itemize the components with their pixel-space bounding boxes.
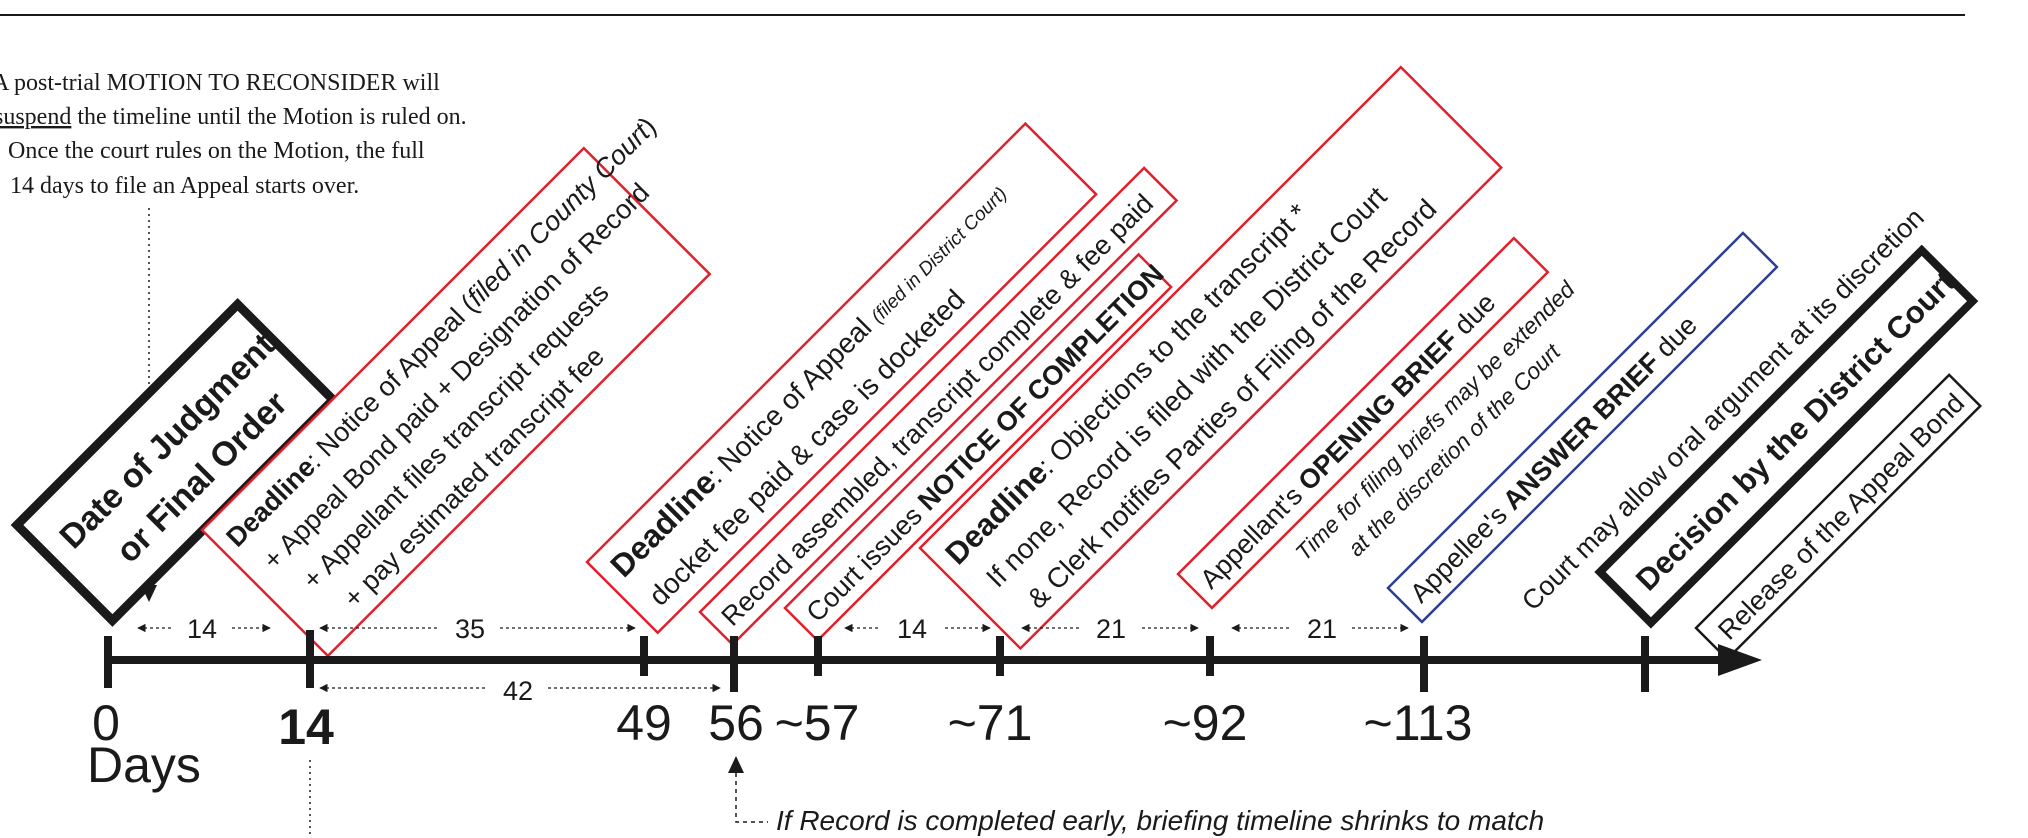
note-line-1: A post-trial MOTION TO RECONSIDER will: [0, 70, 440, 96]
interval-0-14: 14: [187, 614, 217, 644]
interval-14-49: 35: [455, 614, 485, 644]
timeline-ticks: [104, 630, 1649, 692]
footnote-arrowhead: [728, 756, 744, 773]
footnote-text: If Record is completed early, briefing t…: [776, 805, 1544, 836]
tick-label-92: ~92: [1163, 695, 1248, 751]
tick-label-49: 49: [616, 695, 672, 751]
note-line-3: Once the court rules on the Motion, the …: [8, 138, 425, 164]
note-line-2: suspend the timeline until the Motion is…: [0, 104, 467, 130]
footnote-pointer: [735, 773, 768, 823]
timeline-arrowhead: [1718, 644, 1762, 676]
reconsider-note: A post-trial MOTION TO RECONSIDER will s…: [0, 70, 467, 199]
interval-92-113: 21: [1307, 614, 1337, 644]
note-line-4: 14 days to file an Appeal starts over.: [10, 173, 359, 199]
days-label: Days: [87, 737, 201, 793]
interval-14-56: 42: [503, 676, 533, 706]
tick-label-113: ~113: [1364, 695, 1473, 751]
interval-71-92: 21: [1096, 614, 1126, 644]
tick-label-71: ~71: [948, 695, 1033, 751]
interval-57-71: 14: [897, 614, 927, 644]
tick-label-56: 56: [708, 695, 764, 751]
tick-label-57: ~57: [775, 695, 860, 751]
tick-label-14: 14: [278, 699, 334, 755]
tick-label-0: 0: [92, 695, 120, 751]
